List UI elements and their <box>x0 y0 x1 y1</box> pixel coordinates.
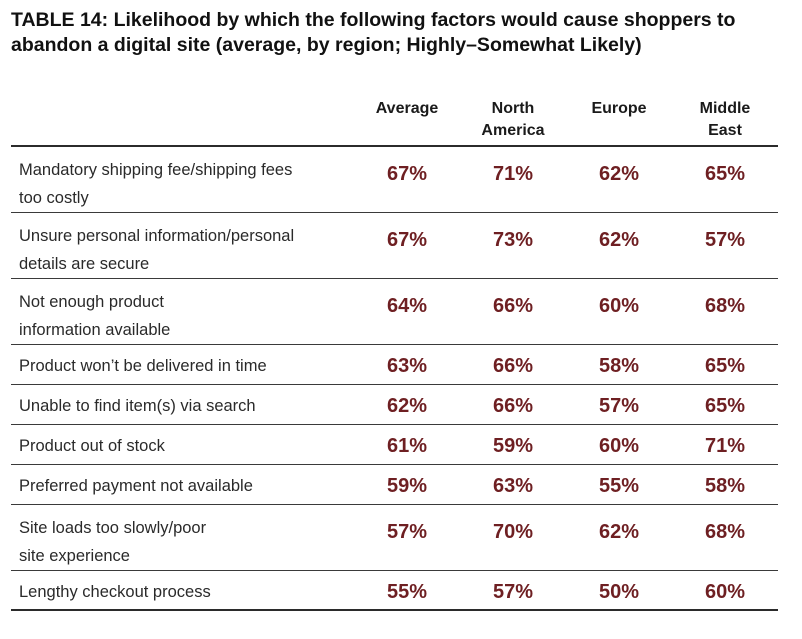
table-row: Unsure personal information/personal det… <box>11 213 778 279</box>
value-average: 63% <box>386 355 428 377</box>
value-average: 55% <box>386 581 428 603</box>
row-label: Unable to find item(s) via search <box>19 397 256 415</box>
column-header-north-america-line-1: North <box>491 100 535 117</box>
row-label-line-2: too costly <box>19 189 89 207</box>
value-north-america: 66% <box>492 295 534 317</box>
value-north-america: 59% <box>492 435 534 457</box>
table-row: Preferred payment not available 59% 63% … <box>11 465 778 505</box>
column-header-middle-east: Middle East <box>670 98 780 142</box>
row-label: Not enough product information available <box>19 288 349 344</box>
row-label: Preferred payment not available <box>19 477 253 495</box>
value-north-america: 70% <box>492 521 534 543</box>
value-average: 59% <box>386 475 428 497</box>
value-average: 67% <box>386 229 428 251</box>
column-header-average-label: Average <box>375 100 439 117</box>
row-label: Lengthy checkout process <box>19 583 211 601</box>
table-row: Lengthy checkout process 55% 57% 50% 60% <box>11 571 778 611</box>
value-europe: 62% <box>598 229 640 251</box>
row-label: Product out of stock <box>19 437 165 455</box>
table-body: Mandatory shipping fee/shipping fees too… <box>11 145 778 611</box>
value-average: 64% <box>386 295 428 317</box>
table-row: Mandatory shipping fee/shipping fees too… <box>11 147 778 213</box>
column-header-middle-east-line-2: East <box>708 122 742 139</box>
value-middle-east: 68% <box>704 521 746 543</box>
value-north-america: 71% <box>492 163 534 185</box>
value-middle-east: 65% <box>704 355 746 377</box>
value-europe: 55% <box>598 475 640 497</box>
row-label-line-1: Site loads too slowly/poor <box>19 519 207 537</box>
value-north-america: 66% <box>492 355 534 377</box>
row-label-line-2: details are secure <box>19 255 150 273</box>
value-europe: 57% <box>598 395 640 417</box>
row-label: Mandatory shipping fee/shipping fees too… <box>19 156 349 212</box>
value-average: 67% <box>386 163 428 185</box>
value-average: 61% <box>386 435 428 457</box>
value-europe: 62% <box>598 521 640 543</box>
column-header-middle-east-line-1: Middle <box>699 100 751 117</box>
column-header-europe-label: Europe <box>591 100 647 117</box>
row-label: Product won’t be delivered in time <box>19 357 267 375</box>
column-header-average: Average <box>352 98 462 120</box>
value-middle-east: 60% <box>704 581 746 603</box>
value-middle-east: 58% <box>704 475 746 497</box>
value-europe: 58% <box>598 355 640 377</box>
value-north-america: 63% <box>492 475 534 497</box>
row-label-line-1: Unsure personal information/personal <box>19 227 295 245</box>
value-average: 57% <box>386 521 428 543</box>
column-header-north-america: North America <box>458 98 568 142</box>
row-label-line-2: information available <box>19 321 171 339</box>
value-middle-east: 71% <box>704 435 746 457</box>
column-header-north-america-line-2: America <box>481 122 545 139</box>
table-row: Product won’t be delivered in time 63% 6… <box>11 345 778 385</box>
value-europe: 50% <box>598 581 640 603</box>
value-middle-east: 68% <box>704 295 746 317</box>
value-north-america: 66% <box>492 395 534 417</box>
row-label: Site loads too slowly/poor site experien… <box>19 514 349 570</box>
table-title: TABLE 14: Likelihood by which the follow… <box>11 9 736 56</box>
value-north-america: 73% <box>492 229 534 251</box>
value-europe: 60% <box>598 295 640 317</box>
table-row: Product out of stock 61% 59% 60% 71% <box>11 425 778 465</box>
column-header-europe: Europe <box>564 98 674 120</box>
row-label-line-1: Mandatory shipping fee/shipping fees <box>19 161 293 179</box>
row-label: Unsure personal information/personal det… <box>19 222 349 278</box>
value-europe: 62% <box>598 163 640 185</box>
value-europe: 60% <box>598 435 640 457</box>
value-middle-east: 65% <box>704 395 746 417</box>
value-north-america: 57% <box>492 581 534 603</box>
table-row: Unable to find item(s) via search 62% 66… <box>11 385 778 425</box>
value-middle-east: 57% <box>704 229 746 251</box>
table-row: Not enough product information available… <box>11 279 778 345</box>
row-label-line-2: site experience <box>19 547 130 565</box>
value-average: 62% <box>386 395 428 417</box>
row-label-line-1: Not enough product <box>19 293 164 311</box>
table-row: Site loads too slowly/poor site experien… <box>11 505 778 571</box>
value-middle-east: 65% <box>704 163 746 185</box>
